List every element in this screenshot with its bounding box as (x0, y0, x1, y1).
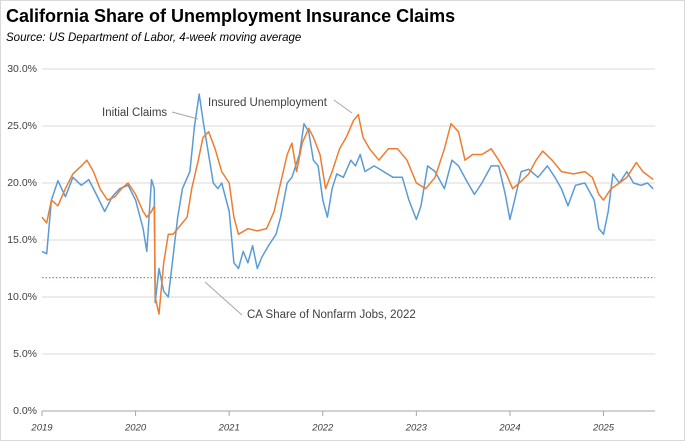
series-label: Initial Claims (102, 107, 167, 119)
x-tick-label: 2021 (218, 423, 240, 434)
y-tick-label: 10.0% (7, 291, 37, 303)
plot-area: 0.0% 5.0% 10.0% 15.0% 20.0% 25.0% 30.0% 2019 202… (7, 63, 655, 434)
x-tick-label: 2022 (311, 423, 334, 434)
chart-title: California Share of Unemployment Insuran… (6, 6, 455, 26)
y-tick-label: 5.0% (13, 348, 37, 360)
x-tick-label: 2023 (405, 423, 428, 434)
leader-line (171, 111, 199, 120)
reference-label: CA Share of Nonfarm Jobs, 2022 (247, 309, 416, 321)
series-line (41, 93, 654, 304)
y-tick-label: 20.0% (7, 177, 37, 189)
y-tick-label: 30.0% (7, 63, 37, 75)
series-label: Insured Unemployment (208, 97, 328, 109)
x-tick-label: 2020 (124, 423, 147, 434)
leader-line (204, 281, 243, 316)
y-tick-label: 15.0% (7, 234, 37, 246)
y-tick-label: 25.0% (7, 120, 37, 132)
x-tick-label: 2024 (498, 423, 520, 434)
series-line (41, 113, 654, 315)
x-tick-label: 2025 (592, 423, 615, 434)
y-tick-label: 0.0% (13, 405, 37, 417)
chart-subtitle: Source: US Department of Labor, 4-week m… (6, 32, 301, 44)
leader-line (333, 99, 353, 114)
x-tick-label: 2019 (30, 423, 53, 434)
